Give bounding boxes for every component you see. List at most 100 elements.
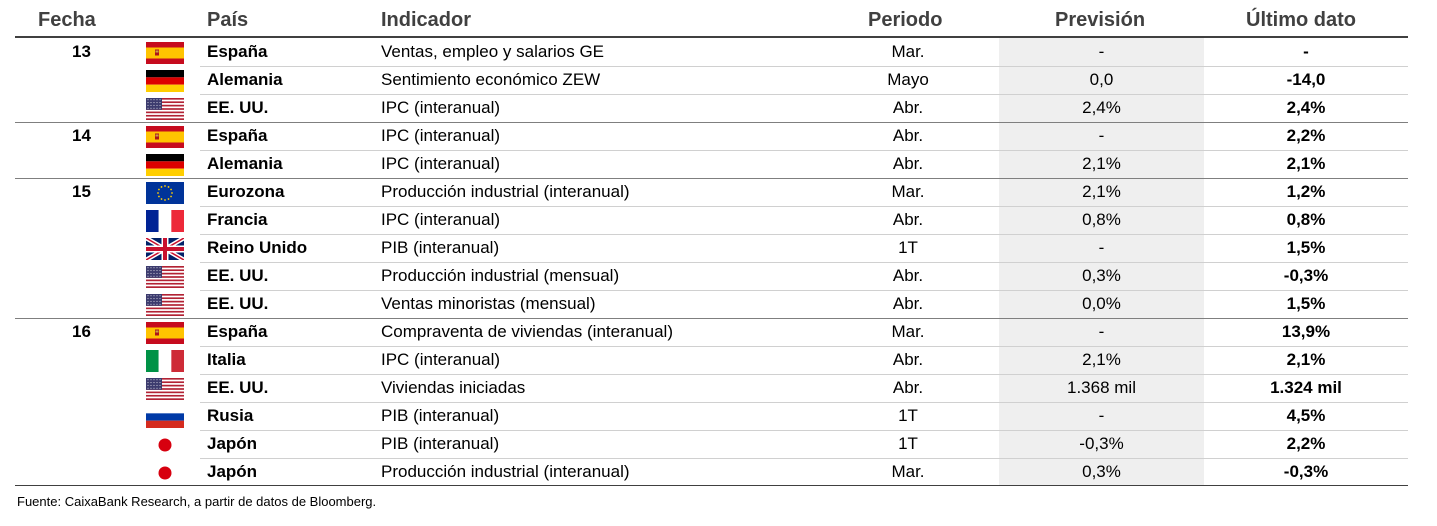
header-divider [15, 36, 1408, 38]
row-forecast: - [1098, 406, 1105, 425]
row-date: 13 [72, 42, 91, 61]
table-row: Alemania IPC (interanual) Abr. 2,1% 2,1% [0, 150, 1437, 178]
row-indicator: Producción industrial (interanual) [381, 182, 630, 201]
row-country: Japón [207, 434, 258, 453]
date-group-divider [15, 318, 1408, 319]
row-forecast: 0,0% [1082, 294, 1121, 313]
table-row: Japón Producción industrial (interanual) M… [0, 458, 1437, 486]
row-date: 16 [72, 322, 91, 341]
row-last-value: 4,5% [1286, 406, 1326, 425]
row-indicator: IPC (interanual) [381, 154, 501, 173]
table-row: EE. UU. IPC (interanual) Abr. 2,4% 2,4% [0, 94, 1437, 122]
row-forecast: 0,3% [1082, 462, 1121, 481]
row-forecast: 2,1% [1082, 182, 1121, 201]
row-period: 1T [898, 406, 918, 425]
table-row: Italia IPC (interanual) Abr. 2,1% 2,1% [0, 346, 1437, 374]
row-last-value: 2,1% [1286, 154, 1326, 173]
row-date: 14 [72, 126, 91, 145]
row-indicator: PIB (interanual) [381, 238, 500, 257]
header-periodo: Periodo [868, 9, 943, 31]
row-country: Reino Unido [207, 238, 308, 257]
header-pais: País [207, 9, 249, 31]
row-forecast: 1.368 mil [1067, 378, 1136, 397]
row-last-value: 1.324 mil [1270, 378, 1342, 397]
row-indicator: PIB (interanual) [381, 406, 500, 425]
row-last-value: - [1303, 42, 1309, 61]
usa-flag-icon [146, 294, 186, 316]
row-forecast: 0,8% [1082, 210, 1121, 229]
table-row: 16 España Compraventa de viviendas (intera… [0, 318, 1437, 346]
row-country: Rusia [207, 406, 254, 425]
row-forecast: 2,4% [1082, 98, 1121, 117]
usa-flag-icon [146, 378, 186, 400]
row-period: Abr. [892, 126, 924, 145]
table-row: Alemania Sentimiento económico ZEW Mayo 0,0… [0, 66, 1437, 94]
table-row: 13 España Ventas, empleo y salarios GE Mar.… [0, 38, 1437, 66]
row-indicator: Viviendas iniciadas [381, 378, 526, 397]
row-country: Japón [207, 462, 258, 481]
row-country: EE. UU. [207, 266, 269, 285]
table-row: Francia IPC (interanual) Abr. 0,8% 0,8% [0, 206, 1437, 234]
row-forecast: - [1098, 42, 1105, 61]
row-indicator: Producción industrial (interanual) [381, 462, 630, 481]
table-row: Rusia PIB (interanual) 1T - 4,5% [0, 402, 1437, 430]
row-divider [200, 458, 1408, 459]
row-last-value: 1,5% [1286, 238, 1326, 257]
eu-flag-icon [146, 182, 186, 204]
row-divider [200, 66, 1408, 67]
row-period: Mar. [891, 42, 925, 61]
row-forecast: 2,1% [1082, 154, 1121, 173]
russia-flag-icon [146, 406, 186, 428]
row-period: 1T [898, 434, 918, 453]
row-country: España [207, 322, 268, 341]
row-indicator: Producción industrial (mensual) [381, 266, 620, 285]
row-divider [200, 402, 1408, 403]
row-forecast: -0,3% [1079, 434, 1124, 453]
usa-flag-icon [146, 266, 186, 288]
row-country: España [207, 126, 268, 145]
row-indicator: IPC (interanual) [381, 126, 501, 145]
row-country: Italia [207, 350, 246, 369]
row-period: Mar. [891, 462, 925, 481]
row-last-value: -14,0 [1286, 70, 1326, 89]
date-group-divider [15, 178, 1408, 179]
header-indicador: Indicador [381, 9, 472, 31]
row-divider [200, 346, 1408, 347]
germany-flag-icon [146, 154, 186, 176]
row-period: Abr. [892, 98, 924, 117]
row-indicator: Compraventa de viviendas (interanual) [381, 322, 673, 341]
row-last-value: -0,3% [1283, 462, 1329, 481]
row-divider [200, 94, 1408, 95]
row-indicator: IPC (interanual) [381, 210, 501, 229]
row-divider [200, 374, 1408, 375]
row-country: Francia [207, 210, 268, 229]
date-group-divider [15, 122, 1408, 123]
source-footnote: Fuente: CaixaBank Research, a partir de … [17, 494, 377, 509]
row-indicator: IPC (interanual) [381, 350, 501, 369]
row-country: Eurozona [207, 182, 285, 201]
row-period: Abr. [892, 266, 924, 285]
row-divider [200, 262, 1408, 263]
row-last-value: 2,2% [1286, 434, 1326, 453]
row-forecast: - [1098, 126, 1105, 145]
spain-flag-icon [146, 126, 186, 148]
germany-flag-icon [146, 70, 186, 92]
spain-flag-icon [146, 322, 186, 344]
row-last-value: 2,4% [1286, 98, 1326, 117]
row-country: EE. UU. [207, 294, 269, 313]
row-divider [200, 150, 1408, 151]
usa-flag-icon [146, 98, 186, 120]
table-row: EE. UU. Viviendas iniciadas Abr. 1.368 mil 1… [0, 374, 1437, 402]
row-indicator: IPC (interanual) [381, 98, 501, 117]
row-last-value: 13,9% [1281, 322, 1331, 341]
row-last-value: 2,2% [1286, 126, 1326, 145]
row-period: Abr. [892, 154, 924, 173]
row-period: Abr. [892, 378, 924, 397]
row-country: EE. UU. [207, 98, 269, 117]
row-period: Mar. [891, 182, 925, 201]
row-period: Mar. [891, 322, 925, 341]
row-country: Alemania [207, 70, 283, 89]
row-period: Abr. [892, 294, 924, 313]
japan-flag-icon [146, 462, 186, 484]
italy-flag-icon [146, 350, 186, 372]
